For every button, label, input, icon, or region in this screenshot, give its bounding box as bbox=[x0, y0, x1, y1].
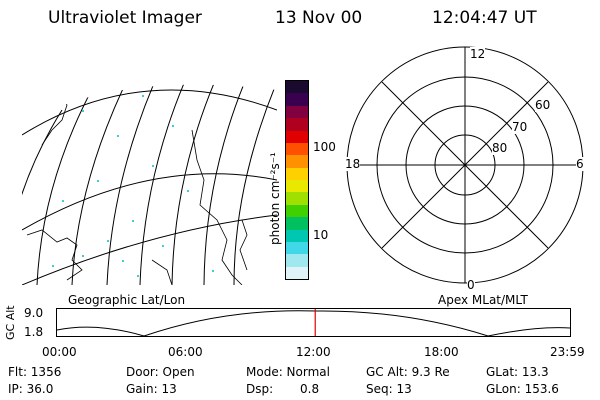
colorbar-band bbox=[286, 81, 308, 94]
colorbar-unit-label: photon cm⁻²s⁻¹ bbox=[268, 152, 282, 245]
mlat-label-70: 70 bbox=[512, 120, 528, 134]
colorbar-band bbox=[286, 155, 308, 168]
colorbar-tick-10: 10 bbox=[313, 228, 329, 242]
app-title: Ultraviolet Imager bbox=[48, 8, 202, 28]
ip-value: IP: 36.0 bbox=[8, 382, 54, 396]
geo-map-label: Geographic Lat/Lon bbox=[68, 293, 186, 307]
altitude-ylabel: GC Alt bbox=[4, 305, 17, 340]
flight-number: Flt: 1356 bbox=[8, 365, 62, 379]
altitude-ytick-max: 9.0 bbox=[24, 306, 44, 320]
colorbar-band bbox=[286, 254, 308, 267]
gain-value: Gain: 13 bbox=[126, 382, 177, 396]
mlt-label-18: 18 bbox=[345, 157, 361, 171]
geo-latitude: GLat: 13.3 bbox=[486, 365, 549, 379]
polar-plot bbox=[346, 46, 584, 284]
xtick-2359: 23:59 bbox=[550, 345, 585, 359]
mlat-label-80: 80 bbox=[492, 141, 508, 155]
mlat-label-60: 60 bbox=[535, 98, 551, 112]
door-status: Door: Open bbox=[126, 365, 195, 379]
xtick-1200: 12:00 bbox=[296, 345, 331, 359]
colorbar-band bbox=[286, 180, 308, 193]
xtick-0000: 00:00 bbox=[42, 345, 77, 359]
sequence-number: Seq: 13 bbox=[366, 382, 412, 396]
uv-speckles bbox=[52, 95, 214, 277]
geo-longitude: GLon: 153.6 bbox=[486, 382, 559, 396]
xtick-1800: 18:00 bbox=[424, 345, 459, 359]
colorbar-band bbox=[286, 142, 308, 156]
altitude-chart bbox=[56, 308, 571, 337]
colorbar-band bbox=[286, 167, 308, 180]
colorbar-band bbox=[286, 93, 308, 106]
dsp-value: 0.8 bbox=[300, 382, 320, 396]
colorbar-band bbox=[286, 105, 308, 119]
colorbar-band bbox=[286, 266, 308, 279]
mlt-label-6: 6 bbox=[576, 157, 584, 171]
colorbar-band bbox=[286, 204, 308, 218]
colorbar-band bbox=[286, 241, 308, 255]
colorbar-band bbox=[286, 229, 308, 242]
colorbar-band bbox=[286, 192, 308, 205]
colorbar-tick-100: 100 bbox=[313, 140, 336, 154]
xtick-0600: 06:00 bbox=[168, 345, 203, 359]
polar-plot-label: Apex MLat/MLT bbox=[438, 293, 528, 307]
colorbar bbox=[285, 80, 309, 280]
mode-value: Mode: Normal bbox=[246, 365, 330, 379]
colorbar-band bbox=[286, 118, 308, 131]
gc-altitude: GC Alt: 9.3 Re bbox=[366, 365, 450, 379]
dsp-label: Dsp: bbox=[246, 382, 274, 396]
mlt-label-12: 12 bbox=[470, 47, 486, 61]
date-label: 13 Nov 00 bbox=[275, 8, 363, 28]
colorbar-band bbox=[286, 130, 308, 143]
time-label: 12:04:47 UT bbox=[432, 8, 537, 28]
altitude-ytick-min: 1.8 bbox=[24, 325, 44, 339]
colorbar-band bbox=[286, 217, 308, 230]
geographic-map bbox=[22, 84, 277, 285]
mlt-label-0: 0 bbox=[467, 278, 475, 292]
altitude-curve bbox=[56, 310, 571, 337]
